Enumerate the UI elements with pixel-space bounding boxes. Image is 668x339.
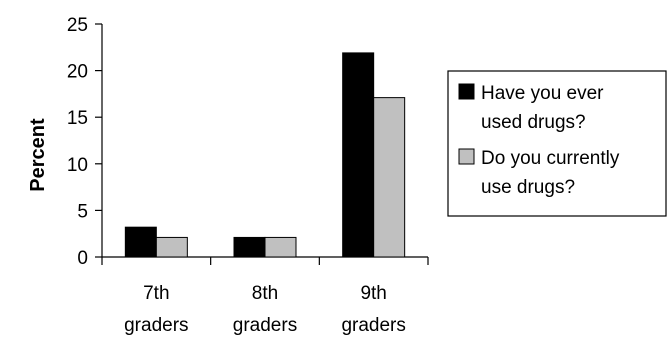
bar-series2-cat2	[264, 236, 297, 258]
y-tick-label: 15	[67, 108, 88, 129]
x-axis: 7th graders 8th graders 9th graders	[101, 256, 429, 336]
y-axis-title: Percent	[27, 118, 49, 192]
legend-label-1: Have you ever	[481, 83, 604, 104]
x-tick-label: 9th	[360, 283, 386, 304]
y-tick-label: 5	[77, 201, 88, 222]
x-tick-label: 7th	[143, 283, 169, 304]
y-axis: 0 5 10 15 20 25	[67, 15, 103, 269]
y-tick-label: 25	[67, 15, 88, 36]
legend-box	[447, 70, 667, 217]
legend-label-1: used drugs?	[481, 112, 586, 133]
y-tick-label: 0	[77, 248, 88, 269]
x-tick-label: graders	[124, 315, 188, 336]
bar-series2-cat3	[373, 97, 406, 258]
legend-swatch-2	[458, 148, 475, 165]
bar-series1-cat1	[124, 226, 157, 258]
y-tick-label: 20	[67, 62, 88, 83]
x-tick-label: graders	[341, 315, 405, 336]
bars	[124, 52, 406, 258]
x-tick-label: 8th	[252, 283, 278, 304]
bar-series1-cat2	[233, 236, 266, 258]
legend-label-2: Do you currently	[481, 148, 620, 169]
legend-swatch-1	[458, 83, 475, 100]
bar-series1-cat3	[342, 52, 375, 258]
legend: Have you ever used drugs? Do you currently…	[447, 70, 667, 217]
bar-series2-cat1	[155, 236, 188, 258]
x-tick-label: graders	[233, 315, 297, 336]
legend-label-2: use drugs?	[481, 177, 575, 198]
y-tick-label: 10	[67, 155, 88, 176]
